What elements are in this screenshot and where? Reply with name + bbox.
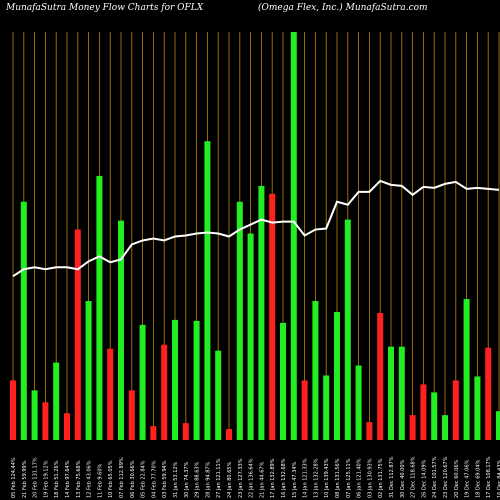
money-flow-bar: [182, 423, 189, 440]
money-flow-bar: [463, 299, 470, 440]
x-tick-label: 30 Dec 40.00%: [400, 459, 406, 498]
x-tick-label: 19 Dec 47.06%: [465, 459, 471, 498]
x-tick-label: 15 Jan 47.34%: [292, 461, 298, 498]
money-flow-bar: [193, 320, 200, 440]
money-flow-bar: [388, 346, 394, 440]
x-tick-label: 05 Feb 124.44%: [11, 457, 17, 498]
x-tick-label: 29 Jan 88.63%: [195, 461, 201, 498]
money-flow-bar: [74, 229, 81, 440]
money-flow-bar: [398, 346, 405, 440]
money-flow-bar: [204, 141, 211, 440]
money-flow-bar: [118, 220, 124, 440]
money-flow-bar: [42, 402, 49, 440]
money-flow-bar: [280, 322, 286, 440]
x-tick-label: 13 Feb 75.68%: [76, 460, 82, 498]
x-tick-label: 18 Dec 69.04%: [475, 459, 481, 498]
money-flow-bar: [420, 384, 427, 440]
x-tick-label: 04 Feb 77.70%: [151, 460, 157, 498]
x-tick-label: 28 Jan 94.87%: [205, 461, 211, 498]
money-flow-bar: [236, 201, 243, 440]
x-tick-label: 18 Feb 51.26%: [54, 460, 60, 498]
x-tick-label: 05 Feb 22.84%: [141, 460, 147, 498]
x-tick-label: 23 Jan 127.33%: [238, 458, 244, 498]
money-flow-bar: [215, 350, 222, 440]
x-tick-label: 02 Jan 131.75%: [378, 458, 384, 498]
x-tick-label: 16 Jan 132.68%: [281, 458, 287, 498]
money-flow-bar: [10, 380, 16, 440]
x-tick-label: 20 Dec 60.06%: [454, 459, 460, 498]
money-flow-bar: [312, 301, 319, 440]
money-flow-bar: [344, 219, 351, 440]
x-tick-label: 24 Dec 101.57%: [432, 456, 438, 498]
money-flow-bar: [452, 380, 459, 440]
x-tick-label: 31 Jan 53.12%: [173, 461, 179, 498]
money-flow-bar: [258, 185, 265, 440]
money-flow-bar: [485, 347, 492, 440]
money-flow-bar: [355, 365, 362, 440]
x-tick-label: 21 Jan 44.67%: [259, 461, 265, 498]
x-tick-label: 07 Feb 112.89%: [119, 457, 125, 498]
x-tick-label: 19 Feb 19.12%: [43, 460, 49, 498]
money-flow-bar: [20, 201, 27, 440]
trend-line: [12, 179, 500, 278]
x-tick-label: 16 Dec 84.43%: [497, 459, 500, 498]
x-tick-label: 31 Dec 112.87%: [389, 456, 395, 498]
chart-subtitle: (Omega Flex, Inc.) MunafaSutra.com: [258, 3, 428, 13]
x-tick-label: 26 Dec 14.09%: [421, 459, 427, 498]
x-tick-label: 17 Dec 108.17%: [486, 456, 492, 498]
money-flow-bar: [409, 415, 416, 440]
x-tick-label: 27 Dec 118.68%: [411, 456, 417, 498]
money-flow-bar: [442, 415, 448, 440]
x-tick-label: 03 Feb 59.94%: [162, 460, 168, 498]
x-tick-label: 10 Feb 65.05%: [108, 460, 114, 498]
money-flow-bar: [128, 390, 135, 440]
money-flow-bar: [377, 312, 384, 440]
money-flow-bar: [290, 32, 297, 440]
money-flow-bar: [139, 324, 146, 440]
x-tick-label: 10 Jan 139.43%: [324, 458, 330, 498]
x-tick-label: 20 Feb 131.17%: [33, 457, 39, 498]
x-tick-label: 23 Dec 120.67%: [443, 456, 449, 498]
money-flow-bar: [247, 233, 254, 440]
chart-title: MunafaSutra Money Flow Charts for OFLX: [6, 3, 204, 13]
x-tick-label: 11 Feb 9.60%: [97, 463, 103, 498]
x-tick-label: 30 Jan 74.37%: [184, 461, 190, 498]
money-flow-bar: [172, 319, 178, 440]
money-flow-bar: [85, 301, 92, 440]
x-tick-label: 27 Jan 121.11%: [216, 458, 222, 498]
money-flow-bar: [107, 348, 114, 440]
money-flow-bar: [323, 375, 330, 440]
x-tick-label: 14 Jan 121.33%: [303, 458, 309, 498]
x-tick-label: 14 Feb 97.64%: [65, 460, 71, 498]
money-flow-bar: [64, 413, 70, 440]
money-flow-bar: [226, 429, 232, 440]
money-flow-bar: [334, 311, 340, 440]
x-tick-label: 08 Jan 131.56%: [335, 458, 341, 498]
money-flow-bar: [301, 380, 308, 440]
x-tick-label: 06 Feb 30.66%: [130, 460, 136, 498]
x-tick-label: 12 Feb 43.06%: [87, 460, 93, 498]
money-flow-bar: [31, 390, 38, 440]
x-tick-label: 24 Jan 80.65%: [227, 461, 233, 498]
x-tick-label: 13 Jan 132.28%: [313, 458, 319, 498]
x-tick-label: 06 Jan 121.40%: [357, 458, 363, 498]
x-tick-label: 21 Feb 59.99%: [22, 460, 28, 498]
money-flow-bar: [366, 422, 373, 440]
x-tick-label: 07 Jan 125.11%: [346, 458, 352, 498]
money-flow-bar: [150, 426, 157, 440]
money-flow-bar: [96, 175, 103, 441]
money-flow-bar: [269, 193, 276, 440]
money-flow-bar: [161, 344, 168, 440]
money-flow-bar: [431, 392, 438, 440]
money-flow-bar: [496, 411, 500, 440]
money-flow-bar: [53, 362, 60, 440]
x-tick-label: 22 Jan 136.64%: [249, 458, 255, 498]
money-flow-bar: [474, 376, 481, 440]
x-tick-label: 17 Jan 132.89%: [270, 458, 276, 498]
x-tick-label: 03 Jan 130.93%: [367, 458, 373, 498]
